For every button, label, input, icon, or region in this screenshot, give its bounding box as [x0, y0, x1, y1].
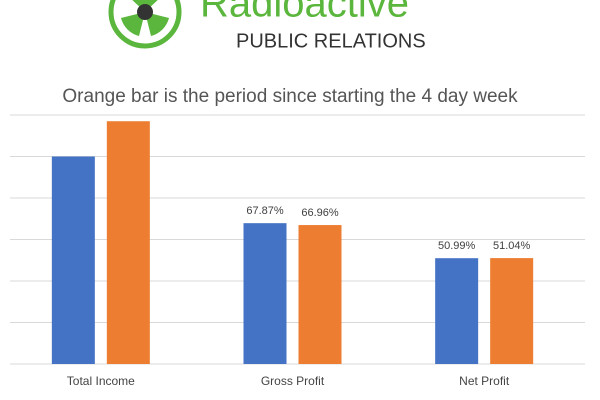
logo-ring [108, 0, 182, 49]
logo-tagline: PUBLIC RELATIONS [236, 30, 426, 52]
bar [243, 223, 287, 364]
logo-blade [145, 12, 169, 36]
x-tick-label: Gross Profit [261, 374, 325, 388]
logo-name: Radioactive [200, 0, 409, 26]
logo: Radioactive PUBLIC RELATIONS [108, 0, 426, 52]
bar [490, 258, 534, 364]
bar [106, 121, 150, 364]
bar [51, 156, 95, 364]
data-label: 67.87% [246, 205, 284, 217]
bar [435, 258, 479, 364]
logo-blade [121, 12, 145, 36]
x-tick-label: Total Income [67, 374, 135, 388]
x-tick-label: Net Profit [459, 374, 510, 388]
data-label: 51.04% [493, 240, 531, 252]
bar [298, 225, 342, 364]
logo-core [137, 4, 153, 20]
chart-title: Orange bar is the period since starting … [62, 86, 518, 107]
data-label: 50.99% [438, 240, 476, 252]
data-label: 66.96% [301, 207, 339, 219]
